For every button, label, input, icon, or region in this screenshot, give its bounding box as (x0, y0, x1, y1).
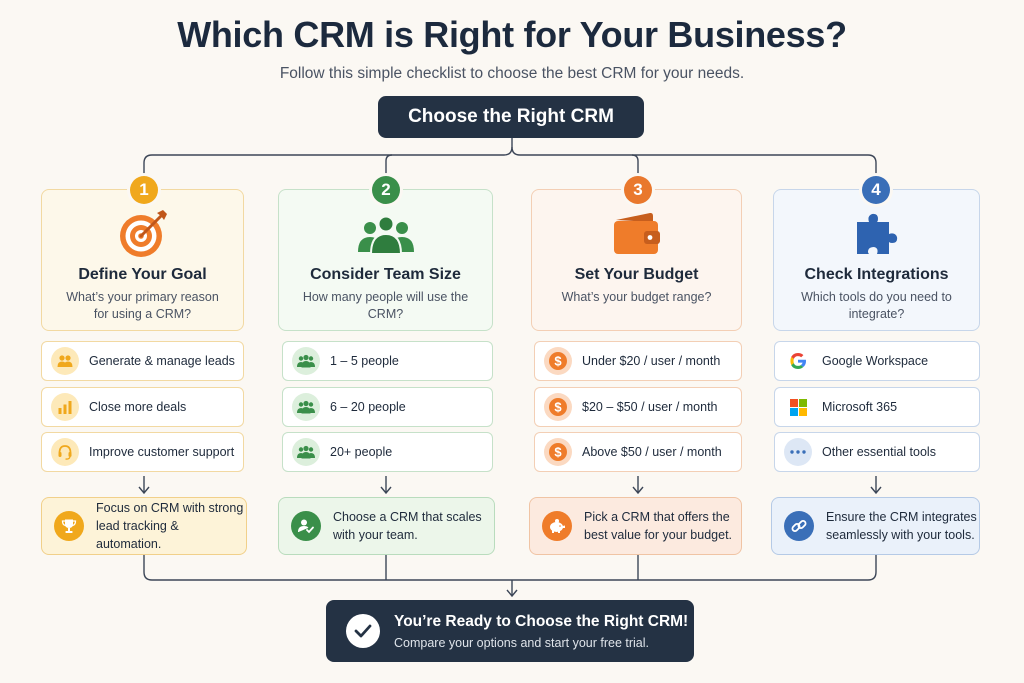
result-team: Choose a CRM that scales with your team. (278, 497, 495, 555)
step-card-goal: Define Your Goal What’s your primary rea… (41, 189, 244, 331)
step-card-team: Consider Team Size How many people will … (278, 189, 493, 331)
option-budget-20-50[interactable]: $ $20 – $50 / user / month (534, 387, 742, 427)
option-label: Improve customer support (89, 445, 235, 459)
option-budget-under-20[interactable]: $ Under $20 / user / month (534, 341, 742, 381)
step-title: Consider Team Size (310, 266, 461, 283)
more-dots-icon (784, 438, 812, 466)
option-label: Under $20 / user / month (582, 354, 721, 368)
result-budget: Pick a CRM that offers the best value fo… (529, 497, 742, 555)
step-badge-4: 4 (862, 176, 890, 204)
puzzle-icon (856, 213, 897, 254)
step-question: What’s your budget range? (561, 290, 712, 304)
step-card-integrations: Check Integrations Which tools do you ne… (773, 189, 980, 331)
final-banner: You’re Ready to Choose the Right CRM! Co… (326, 600, 694, 662)
link-icon (784, 511, 814, 541)
checkmark-icon (346, 614, 380, 648)
step-question: What’s your primary reason for using a C… (66, 290, 219, 321)
team-icon (357, 215, 414, 255)
top-node: Choose the Right CRM (378, 96, 644, 138)
step-question: How many people will use the CRM? (302, 290, 469, 321)
group-icon (292, 438, 320, 466)
option-label: Google Workspace (822, 354, 929, 368)
microsoft-icon (784, 393, 812, 421)
result-integrations: Ensure the CRM integrates seamlessly wit… (771, 497, 980, 555)
option-integration-other[interactable]: Other essential tools (774, 432, 980, 472)
option-label: Above $50 / user / month (582, 445, 722, 459)
option-team-1-5[interactable]: 1 – 5 people (282, 341, 493, 381)
group-icon (292, 393, 320, 421)
page-title: Which CRM is Right for Your Business? (177, 14, 847, 55)
option-integration-google[interactable]: Google Workspace (774, 341, 980, 381)
option-goal-support[interactable]: Improve customer support (41, 432, 244, 472)
svg-text:$: $ (554, 354, 562, 369)
step-badge-2: 2 (372, 176, 400, 204)
option-integration-microsoft[interactable]: Microsoft 365 (774, 387, 980, 427)
group-icon (292, 347, 320, 375)
result-text: Focus on CRM with strong lead tracking &… (96, 501, 244, 551)
option-label: 20+ people (330, 445, 393, 459)
trophy-icon (54, 511, 84, 541)
option-label: 1 – 5 people (330, 354, 399, 368)
step-badge-1: 1 (130, 176, 158, 204)
dollar-icon: $ (544, 347, 572, 375)
option-budget-above-50[interactable]: $ Above $50 / user / month (534, 432, 742, 472)
page-subtitle: Follow this simple checklist to choose t… (279, 65, 745, 82)
step-title: Define Your Goal (78, 266, 207, 283)
dollar-icon: $ (544, 393, 572, 421)
option-label: Other essential tools (822, 445, 936, 459)
bar-chart-icon (51, 393, 79, 421)
step-title: Set Your Budget (574, 266, 699, 283)
option-label: Microsoft 365 (822, 400, 898, 414)
option-goal-leads[interactable]: Generate & manage leads (41, 341, 244, 381)
option-label: Close more deals (89, 400, 187, 414)
dollar-icon: $ (544, 438, 572, 466)
result-text: Ensure the CRM integrates seamlessly wit… (826, 510, 977, 542)
google-icon (784, 347, 812, 375)
result-goal: Focus on CRM with strong lead tracking &… (41, 497, 247, 555)
option-label: 6 – 20 people (330, 400, 406, 414)
piggy-bank-icon (542, 511, 572, 541)
svg-text:$: $ (554, 445, 562, 460)
top-node-label: Choose the Right CRM (408, 106, 614, 127)
option-goal-deals[interactable]: Close more deals (41, 387, 244, 427)
headset-icon (51, 438, 79, 466)
step-card-budget: Set Your Budget What’s your budget range… (531, 189, 742, 331)
wallet-icon (613, 212, 660, 254)
user-check-icon (291, 511, 321, 541)
option-label: Generate & manage leads (89, 354, 235, 368)
people-icon (51, 347, 79, 375)
step-title: Check Integrations (804, 266, 949, 283)
step-badge-3: 3 (624, 176, 652, 204)
final-title: You’re Ready to Choose the Right CRM! (394, 612, 689, 630)
svg-text:$: $ (554, 400, 562, 415)
option-team-6-20[interactable]: 6 – 20 people (282, 387, 493, 427)
result-text: Pick a CRM that offers the best value fo… (584, 510, 733, 542)
result-text: Choose a CRM that scales with your team. (333, 510, 482, 542)
target-icon (119, 210, 167, 257)
option-label: $20 – $50 / user / month (582, 400, 718, 414)
step-question: Which tools do you need to integrate? (801, 290, 952, 321)
final-subtitle: Compare your options and start your free… (394, 635, 649, 650)
option-team-20-plus[interactable]: 20+ people (282, 432, 493, 472)
